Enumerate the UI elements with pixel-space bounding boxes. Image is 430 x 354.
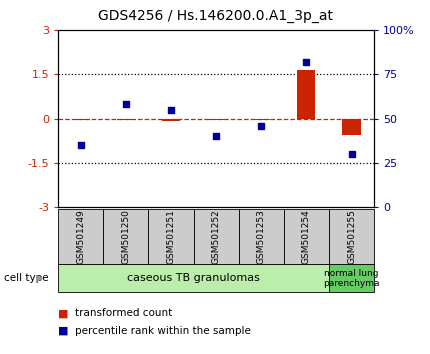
Bar xyxy=(58,264,329,292)
Text: percentile rank within the sample: percentile rank within the sample xyxy=(75,326,251,336)
Bar xyxy=(252,119,270,120)
Text: GSM501249: GSM501249 xyxy=(76,209,85,264)
Text: GSM501254: GSM501254 xyxy=(302,209,311,264)
Text: GSM501250: GSM501250 xyxy=(121,209,130,264)
Bar xyxy=(194,209,239,264)
Text: transformed count: transformed count xyxy=(75,308,172,318)
Text: GSM501255: GSM501255 xyxy=(347,209,356,264)
Bar xyxy=(148,209,194,264)
Bar xyxy=(329,209,374,264)
Text: normal lung
parenchyma: normal lung parenchyma xyxy=(323,269,380,288)
Text: ▶: ▶ xyxy=(36,273,43,283)
Point xyxy=(348,151,355,157)
Bar xyxy=(239,209,284,264)
Bar xyxy=(103,209,148,264)
Text: GSM501251: GSM501251 xyxy=(166,209,175,264)
Bar xyxy=(71,119,89,120)
Bar xyxy=(284,209,329,264)
Point xyxy=(212,133,219,139)
Text: ■: ■ xyxy=(58,308,68,318)
Text: ■: ■ xyxy=(58,326,68,336)
Point xyxy=(168,107,175,113)
Bar xyxy=(117,119,135,120)
Bar xyxy=(298,70,316,119)
Text: caseous TB granulomas: caseous TB granulomas xyxy=(127,273,260,283)
Bar xyxy=(207,119,225,120)
Text: GDS4256 / Hs.146200.0.A1_3p_at: GDS4256 / Hs.146200.0.A1_3p_at xyxy=(98,9,332,23)
Text: cell type: cell type xyxy=(4,273,49,283)
Text: GSM501252: GSM501252 xyxy=(212,209,221,264)
Point xyxy=(303,59,310,65)
Point xyxy=(77,142,84,148)
Bar xyxy=(329,264,374,292)
Bar xyxy=(162,119,180,121)
Bar xyxy=(342,119,360,135)
Point xyxy=(258,123,265,129)
Text: GSM501253: GSM501253 xyxy=(257,209,266,264)
Point xyxy=(122,102,129,107)
Bar xyxy=(58,209,103,264)
